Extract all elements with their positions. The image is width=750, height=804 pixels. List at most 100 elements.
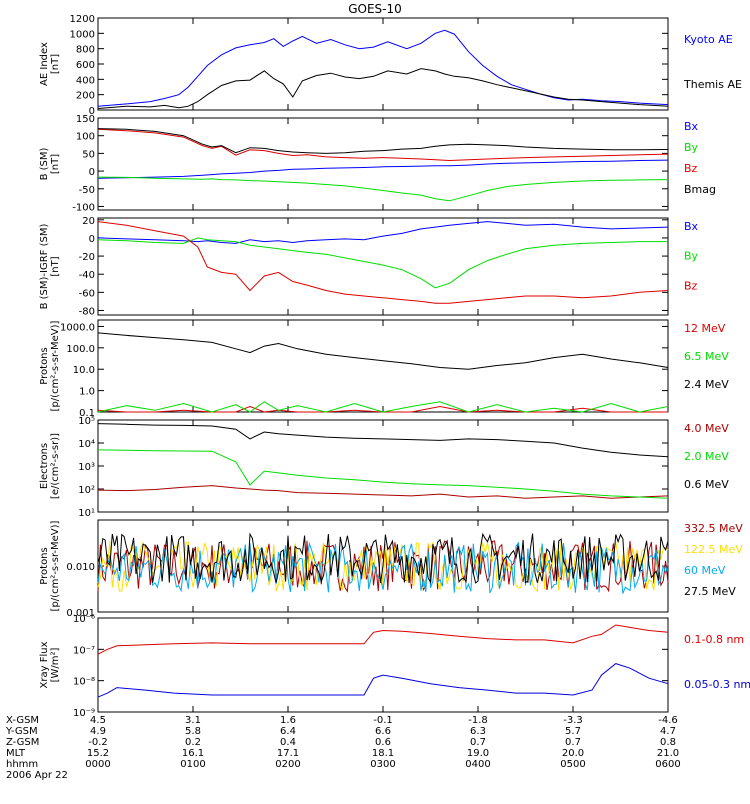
series-line-b-1 [97,176,669,202]
y-tick-label-ae: 200 [76,91,95,102]
panel-frame-b [97,117,669,211]
y-tick-label-b: -100 [72,202,95,213]
footer-value: -0.1 [373,715,393,726]
series-line-protons_hi-3 [97,532,669,584]
y-tick-label-bdiff: 20 [82,216,95,227]
legend-bdiff-2: Bz [684,279,698,292]
legend-xray-0: 0.1-0.8 nm [684,633,744,646]
legend-protons-2: 2.4 MeV [684,378,729,391]
footer-value: 0000 [85,759,110,770]
footer-value: 3.1 [185,715,201,726]
y-axis-label-b: B (SM) [39,147,50,180]
footer-value: 0.2 [185,737,201,748]
footer-value: 21.0 [657,748,679,759]
footer-row-label: Z-GSM [6,737,39,748]
series-line-electrons-2 [97,423,669,458]
y-axis-label-protons_hi: [p/(cm²-s-sr-MeV)] [50,520,61,611]
legend-protons_hi-3: 27.5 MeV [684,585,736,598]
series-line-bdiff-2 [97,221,669,304]
legend-b-3: Bmag [684,183,716,196]
panel-frame-xray [97,617,669,713]
series-line-protons-1 [97,401,669,413]
series-line-electrons-1 [97,449,669,499]
footer-row-label: hhmm [6,759,38,770]
footer-value: -0.2 [88,737,108,748]
footer-value: 18.1 [372,748,394,759]
series-line-b-2 [97,128,669,162]
series-line-electrons-0 [97,485,669,499]
footer-value: 19.0 [467,748,489,759]
y-tick-label-xray: 10⁻⁶ [73,614,95,625]
series-line-protons_hi-2 [97,541,669,594]
y-axis-label-bdiff: B (SM)-IGRF (SM) [39,224,50,310]
y-axis-label-bdiff: [nT] [50,256,61,276]
legend-ae-1: Themis AE [683,78,742,91]
y-axis-label-electrons: [e/(cm²-s-sr)] [50,433,61,499]
series-line-bdiff-0 [97,221,669,244]
legend-electrons-2: 0.6 MeV [684,478,729,491]
y-tick-label-xray: 10⁻⁷ [73,645,95,656]
y-tick-label-bdiff: -80 [79,306,95,317]
y-axis-label-protons: Protons [39,347,50,384]
footer-value: 0400 [465,759,490,770]
footer-value: -4.6 [658,715,678,726]
y-tick-label-electrons: 10¹ [78,508,95,519]
legend-electrons-1: 2.0 MeV [684,450,729,463]
y-tick-label-ae: 1200 [70,14,95,25]
y-tick-label-b: 0 [89,167,95,178]
y-tick-label-protons_hi: 0.010 [66,562,95,573]
footer-value: 0.6 [375,737,391,748]
footer-value: 0.7 [470,737,486,748]
footer-value: 0200 [275,759,300,770]
footer-value: 5.8 [185,726,201,737]
legend-protons_hi-2: 60 MeV [684,564,726,577]
footer-value: 4.7 [660,726,676,737]
footer-value: 6.6 [375,726,391,737]
series-line-ae-0 [97,29,669,107]
y-tick-label-protons_hi: 0.001 [66,608,95,619]
legend-electrons-0: 4.0 MeV [684,422,729,435]
footer-date: 2006 Apr 22 [6,770,68,781]
series-line-b-0 [97,159,669,179]
series-line-xray-1 [97,663,669,698]
y-tick-label-ae: 600 [76,60,95,71]
y-axis-label-xray: [W/m²] [50,647,61,682]
footer-value: 0300 [370,759,395,770]
legend-protons_hi-0: 332.5 MeV [684,522,743,535]
footer-value: 1.6 [280,715,296,726]
series-line-protons_hi-0 [97,540,669,593]
legend-protons-0: 12 MeV [684,322,726,335]
chart-title: GOES-10 [348,2,402,16]
y-tick-label-ae: 400 [76,75,95,86]
panel-frame-ae [97,17,669,111]
y-tick-label-electrons: 10⁴ [78,439,95,450]
series-line-b-3 [97,128,669,154]
y-tick-label-electrons: 10² [78,485,95,496]
y-tick-label-bdiff: -40 [79,270,95,281]
y-tick-label-protons: 0.1 [79,408,95,419]
series-line-xray-0 [97,624,669,655]
y-tick-label-bdiff: 0 [89,234,95,245]
y-tick-label-xray: 10⁻⁸ [73,677,95,688]
y-tick-label-protons: 1000.0 [60,322,95,333]
series-line-ae-1 [97,68,669,109]
y-axis-label-ae: [nT] [50,54,61,74]
footer-value: 0.4 [280,737,296,748]
footer-row-label: Y-GSM [5,726,38,737]
series-line-protons-0 [97,405,668,413]
y-axis-label-electrons: Electrons [39,443,50,489]
footer-value: 6.3 [470,726,486,737]
y-tick-label-protons: 10.0 [73,365,95,376]
y-axis-label-protons: [p/(cm²-s-sr-MeV)] [50,320,61,411]
y-axis-label-ae: AE Index [39,42,50,86]
footer-value: 15.2 [87,748,109,759]
y-axis-label-xray: Xray Flux [39,641,50,688]
y-tick-label-ae: 800 [76,45,95,56]
footer-row-label: X-GSM [6,715,39,726]
footer-value: 0.8 [660,737,676,748]
y-axis-label-protons_hi: Protons [39,547,50,584]
footer-value: 0.7 [565,737,581,748]
series-line-protons-2 [97,332,669,370]
